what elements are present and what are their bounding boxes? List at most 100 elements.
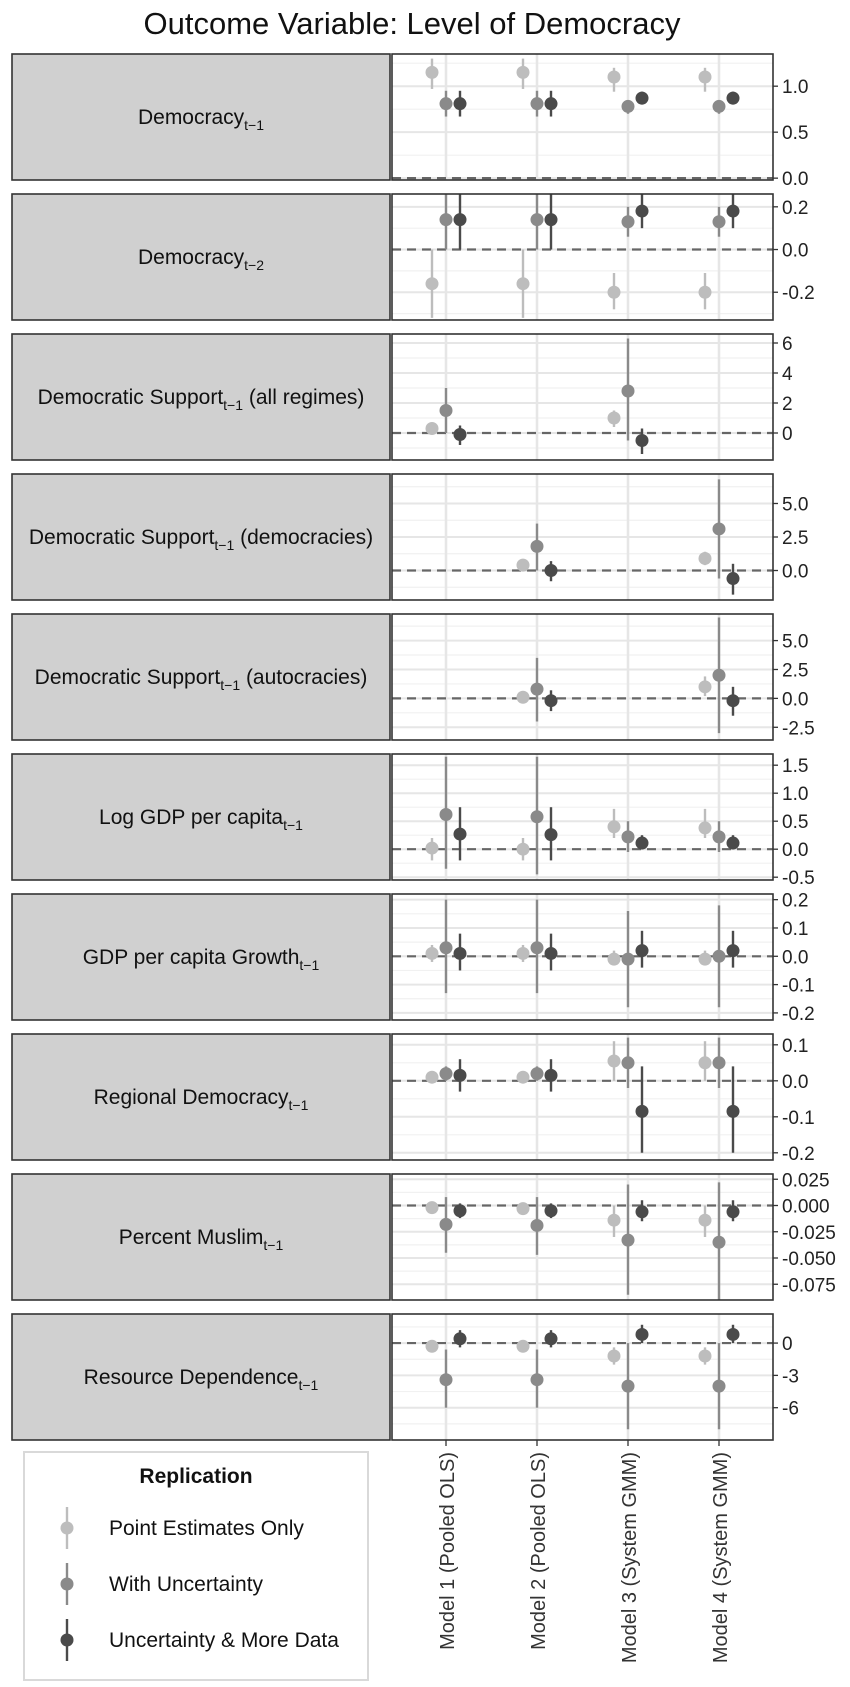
point-point-estimates-only (516, 277, 530, 291)
panel-strip (11, 193, 391, 321)
panel-label: Democratic Supportt−1 (all regimes) (38, 386, 365, 413)
x-tick-label: Model 2 (Pooled OLS) (528, 1452, 550, 1650)
y-tick-label: 0.1 (782, 919, 808, 940)
panel-strip (11, 893, 391, 1021)
point-with-uncertainty (439, 807, 453, 821)
point-point-estimates-only (698, 1349, 712, 1363)
chart-title: Outcome Variable: Level of Democracy (144, 6, 681, 41)
point-point-estimates-only (516, 946, 530, 960)
point-uncertainty-more-data (635, 944, 649, 958)
panel-strip (11, 753, 391, 881)
panel-label: Percent Muslimt−1 (119, 1226, 284, 1253)
point-point-estimates-only (698, 70, 712, 84)
y-tick-label: 1.0 (782, 784, 808, 805)
legend-title: Replication (139, 1465, 252, 1488)
panel-9: Percent Muslimt−1 0.025 0.000 -0.025 -0.050 -… (11, 1170, 836, 1301)
point-point-estimates-only (607, 1349, 621, 1363)
point-uncertainty-more-data (635, 1327, 649, 1341)
panel-label-main: Percent Muslim (119, 1226, 264, 1249)
point-with-uncertainty (621, 1379, 635, 1393)
panel-label: Democratic Supportt−1 (democracies) (29, 526, 373, 553)
point-point-estimates-only (425, 277, 439, 291)
panel-label-subscript: t−1 (223, 397, 243, 413)
point-with-uncertainty (621, 1233, 635, 1247)
panel-strip (11, 53, 391, 181)
point-uncertainty-more-data (726, 694, 740, 708)
point-uncertainty-more-data (635, 1205, 649, 1219)
y-tick-label: 4 (782, 364, 793, 385)
y-tick-label: -2.5 (782, 718, 815, 739)
panel-border (391, 1173, 774, 1301)
point-uncertainty-more-data (453, 213, 467, 227)
panel-plot-area (392, 1034, 773, 1160)
point-point-estimates-only (698, 821, 712, 835)
point-with-uncertainty (530, 97, 544, 111)
panel-label-main: GDP per capita Growth (83, 946, 300, 969)
point-with-uncertainty (439, 213, 453, 227)
point-uncertainty-more-data (453, 1068, 467, 1082)
y-tick-label: 0.025 (782, 1170, 830, 1191)
point-uncertainty-more-data (453, 428, 467, 441)
point-with-uncertainty (712, 949, 726, 963)
point-with-uncertainty (439, 404, 453, 417)
panel-border (391, 893, 774, 1021)
point-point-estimates-only (425, 1339, 439, 1353)
panel-2: Democracyt−2 0.2 0.0 -0.2 (11, 193, 815, 321)
point-uncertainty-more-data (635, 204, 649, 218)
point-point-estimates-only (607, 952, 621, 966)
panel-6: Log GDP per capitat−1 1.5 1.0 0.5 0.0 -0.5 (11, 753, 815, 889)
panel-3: Democratic Supportt−1 (all regimes) 6 4 2 0 (11, 333, 793, 461)
point-uncertainty-more-data (544, 1068, 558, 1082)
point-with-uncertainty (530, 682, 544, 696)
point-uncertainty-more-data (635, 836, 649, 850)
point-point-estimates-only (425, 1070, 439, 1084)
point-point-estimates-only (516, 1070, 530, 1084)
point-with-uncertainty (530, 213, 544, 227)
point-with-uncertainty (439, 1217, 453, 1231)
panel-label-main: Democratic Support (29, 526, 215, 549)
x-tick-label: Model 4 (System GMM) (710, 1452, 732, 1663)
point-uncertainty-more-data (635, 434, 649, 447)
point-point-estimates-only (607, 411, 621, 425)
point-uncertainty-more-data (453, 97, 467, 111)
panel-label-main: Democracy (138, 106, 245, 129)
point-point-estimates-only (698, 1213, 712, 1227)
point-uncertainty-more-data (635, 1104, 649, 1118)
panel-label-suffix: (autocracies) (240, 666, 367, 689)
point-uncertainty-more-data (544, 213, 558, 227)
panel-label: Log GDP per capitat−1 (99, 806, 303, 833)
panel-label-main: Democratic Support (38, 386, 224, 409)
y-tick-label: -0.050 (782, 1249, 836, 1270)
point-point-estimates-only (516, 690, 530, 704)
point-with-uncertainty (621, 830, 635, 844)
y-tick-label: 0.0 (782, 169, 808, 190)
point-uncertainty-more-data (635, 91, 649, 105)
point-with-uncertainty (530, 1218, 544, 1232)
y-tick-label: 0.1 (782, 1036, 808, 1057)
point-with-uncertainty (439, 97, 453, 111)
point-with-uncertainty (712, 830, 726, 844)
point-with-uncertainty (712, 1056, 726, 1070)
panel-label-main: Regional Democracy (94, 1086, 289, 1109)
point-uncertainty-more-data (544, 97, 558, 111)
panel-plot-area (392, 1174, 773, 1300)
point-with-uncertainty (621, 384, 635, 398)
point-with-uncertainty (712, 1235, 726, 1249)
point-point-estimates-only (425, 841, 439, 855)
point-with-uncertainty (530, 1373, 544, 1387)
point-point-estimates-only (516, 65, 530, 79)
panel-label-suffix: (all regimes) (243, 386, 364, 409)
point-uncertainty-more-data (544, 946, 558, 960)
panel-border (391, 333, 774, 461)
point-with-uncertainty (712, 1379, 726, 1393)
panel-label-subscript: t−1 (214, 537, 234, 553)
panel-plot-area (392, 334, 773, 460)
point-uncertainty-more-data (544, 694, 558, 708)
point-point-estimates-only (607, 1054, 621, 1068)
y-tick-label: -0.2 (782, 283, 815, 304)
point-with-uncertainty (621, 952, 635, 966)
panel-label: Democracyt−2 (138, 246, 264, 273)
panel-label-subscript: t−1 (263, 1237, 283, 1253)
y-tick-label: 0.2 (782, 198, 808, 219)
x-tick-label: Model 3 (System GMM) (619, 1452, 641, 1663)
